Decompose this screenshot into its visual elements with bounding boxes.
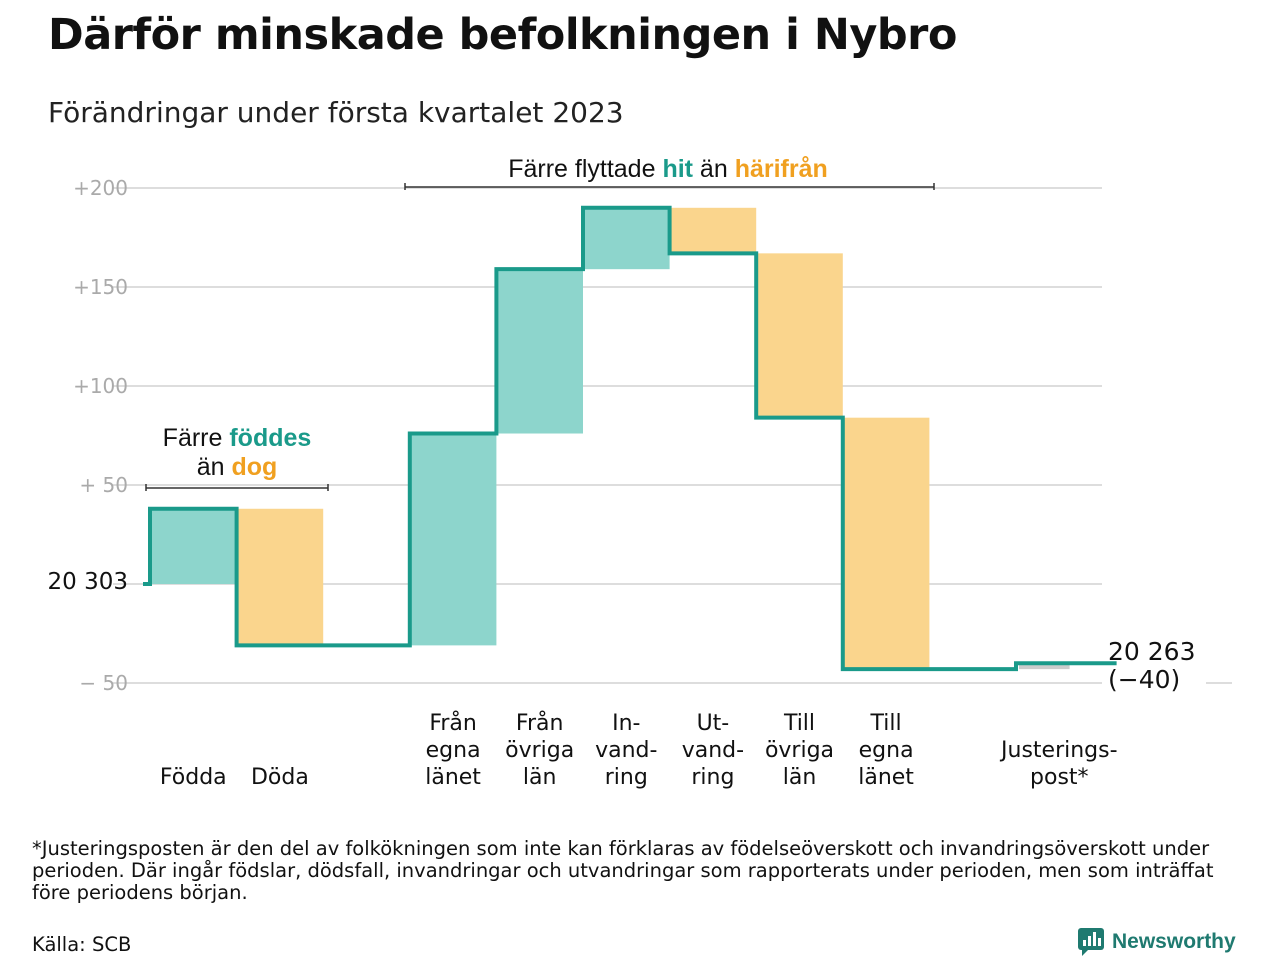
waterfall-bar [150,508,237,584]
newsworthy-logo: Newsworthy [1078,928,1236,956]
running-total-line [143,205,1117,672]
category-label: övriga [765,738,834,763]
source-label: Källa: SCB [32,933,132,956]
waterfall-bar [756,253,843,418]
page-title: Därför minskade befolkningen i Nybro [48,10,957,60]
category-label: länet [425,765,481,790]
footnote: *Justeringsposten är den del av folkökni… [32,837,1214,904]
page-subtitle: Förändringar under första kvartalet 2023 [48,96,624,129]
annotation-segment: föddes [229,424,311,452]
newsworthy-chart-icon [1078,928,1104,956]
annotation-segment: än [197,453,232,481]
end-value-label: 20 263 [1108,637,1195,666]
waterfall-bar [583,207,670,270]
category-label: Justerings- [999,738,1118,763]
category-label: ring [605,765,648,790]
annotation-segment: hit [662,155,693,183]
logo-text: Newsworthy [1112,930,1236,953]
waterfall-bar [669,207,757,254]
annotation-segment: Färre [163,424,230,452]
category-label: post* [1030,765,1089,790]
migration-annotation: Färre flyttade hit än härifrån [508,155,828,183]
category-label: vand- [595,738,657,763]
category-label: Födda [160,765,227,790]
category-label: In- [612,711,640,736]
category-label: övriga [505,738,574,763]
y-tick-label: − 50 [79,671,128,695]
category-label: Till [783,711,815,736]
category-label: länet [858,765,914,790]
births-annotation-line1: Färre föddes [163,424,312,452]
category-label: Från [516,710,564,736]
category-label: vand- [682,738,744,763]
category-label: Från [429,710,477,736]
category-label: ring [691,765,734,790]
y-tick-label: +200 [73,176,128,200]
waterfall-bar [1019,663,1070,670]
waterfall-bar [496,269,583,434]
y-tick-label: +100 [73,374,128,398]
annotation-segment: härifrån [735,155,828,183]
category-label: Ut- [697,711,730,736]
annotation-segment: än [693,155,735,183]
y-tick-label: +150 [73,275,128,299]
waterfall-bar [236,508,324,646]
category-label: län [783,765,817,790]
start-value-label: 20 303 [48,569,128,595]
category-label: Döda [251,765,309,790]
births-annotation-line2: än dog [197,453,278,481]
waterfall-bar [842,417,930,670]
category-label: län [523,765,557,790]
category-label: egna [426,738,481,763]
category-label: Till [870,711,902,736]
category-label: egna [859,738,914,763]
end-change-label: (−40) [1108,665,1180,694]
waterfall-bar [409,433,497,646]
annotation-segment: dog [231,453,277,481]
y-tick-label: + 50 [79,473,128,497]
annotation-segment: Färre flyttade [508,155,662,183]
